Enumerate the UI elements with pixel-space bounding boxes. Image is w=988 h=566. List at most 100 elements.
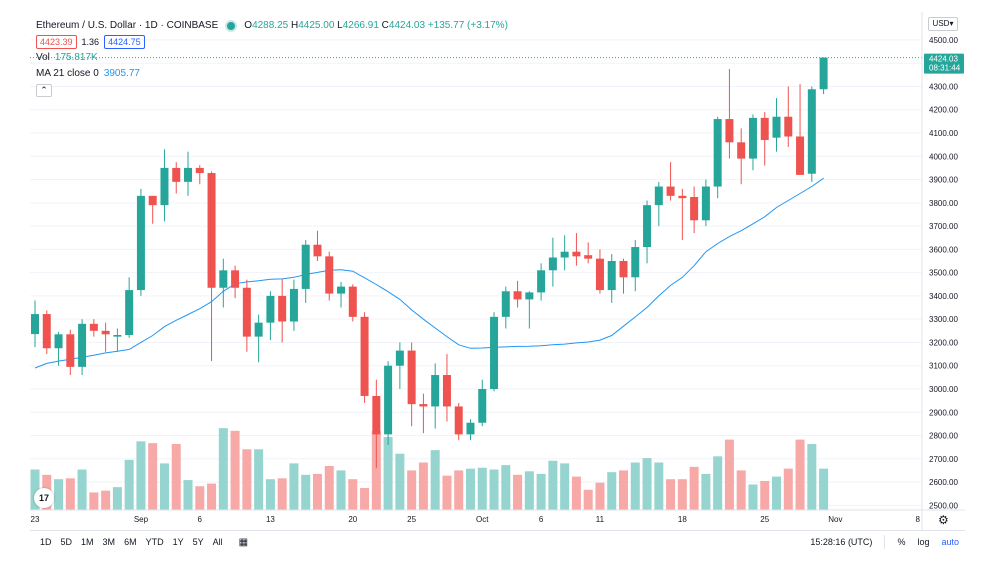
candle xyxy=(748,114,757,171)
currency-selector[interactable]: USD▾ xyxy=(928,17,958,31)
range-button-3m[interactable]: 3M xyxy=(102,537,116,547)
utc-clock[interactable]: 15:28:16 (UTC) xyxy=(810,537,873,547)
candle xyxy=(125,277,134,338)
gear-icon[interactable]: ⚙ xyxy=(938,513,949,527)
auto-scale-toggle[interactable]: auto xyxy=(941,537,959,547)
volume-bar xyxy=(548,460,558,510)
range-button-1d[interactable]: 1D xyxy=(40,537,52,547)
bottom-right-controls: 15:28:16 (UTC) % log auto xyxy=(810,535,959,549)
time-axis[interactable]: 23 Sep 6 13 20 25 Oct 6 11 18 25 Nov 8 xyxy=(31,515,921,524)
price-tick-label: 2800.00 xyxy=(929,432,958,441)
time-tick-label: 6 xyxy=(539,515,544,524)
price-axis-bg[interactable] xyxy=(922,12,965,510)
volume-bar xyxy=(724,439,734,510)
spread-value: 1.36 xyxy=(81,37,100,47)
range-button-1m[interactable]: 1M xyxy=(81,537,94,547)
candle-body xyxy=(572,251,581,257)
volume-bar xyxy=(595,482,605,510)
candle-body xyxy=(242,287,251,337)
log-toggle[interactable]: log xyxy=(917,537,930,547)
candle xyxy=(584,242,593,264)
volume-bar xyxy=(89,492,99,510)
range-button-5d[interactable]: 5D xyxy=(60,537,73,547)
candle-body xyxy=(595,258,604,291)
candle xyxy=(525,291,534,329)
volume-bar xyxy=(301,474,311,510)
time-tick-label: 20 xyxy=(348,515,357,524)
candle xyxy=(654,181,663,227)
candle-body xyxy=(278,295,287,322)
candle xyxy=(760,112,769,166)
volume-bar xyxy=(760,480,770,510)
candle-body xyxy=(713,119,722,187)
range-button-5y[interactable]: 5Y xyxy=(192,537,204,547)
ma-line xyxy=(34,177,824,369)
volume-bar xyxy=(324,466,334,510)
volume-bar xyxy=(77,469,87,510)
candle-body xyxy=(784,116,793,137)
candle xyxy=(219,258,228,308)
candle xyxy=(537,263,546,301)
volume-bar xyxy=(583,489,593,510)
ma-label[interactable]: MA 21 close 0 xyxy=(36,68,99,79)
candle-body xyxy=(466,422,475,435)
calendar-icon[interactable]: ▦ xyxy=(238,536,249,548)
volume-bars xyxy=(30,428,829,510)
candle xyxy=(148,195,157,224)
range-button-6m[interactable]: 6M xyxy=(124,537,137,547)
candle-body xyxy=(195,167,204,174)
candle xyxy=(678,188,687,241)
volume-bar xyxy=(736,470,746,510)
range-button-all[interactable]: All xyxy=(212,537,223,547)
candle-body xyxy=(325,256,334,294)
volume-bar xyxy=(501,465,511,510)
buy-button[interactable]: 4424.75 xyxy=(104,35,145,49)
range-button-ytd[interactable]: YTD xyxy=(145,537,164,547)
change-value: +135.77 (+3.17%) xyxy=(427,20,508,31)
candle-body xyxy=(113,335,122,337)
price-tick-label: 3200.00 xyxy=(929,338,958,347)
collapse-legend-button[interactable]: ⌃ xyxy=(36,83,52,97)
candle xyxy=(31,300,39,348)
volume-bar xyxy=(136,441,146,510)
candle-body xyxy=(395,350,404,366)
candle-body xyxy=(431,375,440,407)
candle-body xyxy=(207,173,216,288)
price-tick-label: 3400.00 xyxy=(929,292,958,301)
volume-bar xyxy=(254,449,264,510)
volume-bar xyxy=(277,478,287,510)
volume-bar xyxy=(407,470,417,510)
candle-body xyxy=(607,261,616,291)
time-tick-label: Sep xyxy=(134,515,149,524)
market-status-icon xyxy=(227,22,236,30)
candle xyxy=(384,361,393,445)
price-axis: 4500.004400.004300.004200.004100.004000.… xyxy=(929,36,958,510)
candle xyxy=(301,240,310,303)
candle-body xyxy=(584,255,593,259)
candle-body xyxy=(819,57,828,90)
symbol-title[interactable]: Ethereum / U.S. Dollar · 1D · COINBASE xyxy=(36,20,219,31)
candle-body xyxy=(313,244,322,257)
last-price-label: 4424.03 08:31:44 xyxy=(924,53,964,74)
volume-bar xyxy=(265,479,275,510)
trade-row: 4423.39 1.36 4424.75 xyxy=(36,34,508,50)
volume-bar xyxy=(489,469,499,510)
candle-body xyxy=(54,334,63,349)
candle-body xyxy=(89,323,98,331)
volume-label: Vol xyxy=(36,52,50,63)
volume-bar xyxy=(65,478,75,510)
volume-bar xyxy=(524,471,534,510)
price-tick-label: 3300.00 xyxy=(929,315,958,324)
volume-bar xyxy=(677,479,687,510)
range-button-1y[interactable]: 1Y xyxy=(172,537,184,547)
time-tick-label: 8 xyxy=(916,515,921,524)
tradingview-logo[interactable]: 17 xyxy=(34,488,54,508)
candle xyxy=(595,249,604,294)
sell-button[interactable]: 4423.39 xyxy=(36,35,77,49)
price-tick-label: 3500.00 xyxy=(929,269,958,278)
candle xyxy=(725,69,734,159)
candle-body xyxy=(219,270,228,288)
volume-bar xyxy=(195,486,205,510)
percent-toggle[interactable]: % xyxy=(897,537,906,547)
